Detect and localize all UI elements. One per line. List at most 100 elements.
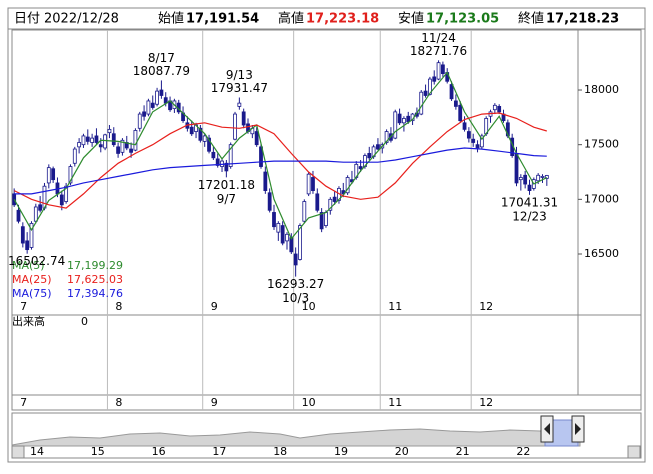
- candle-body: [423, 90, 428, 96]
- candle-body: [16, 209, 21, 222]
- candle-body: [440, 64, 445, 75]
- candle-body: [198, 127, 203, 141]
- candle-body: [159, 89, 164, 96]
- candle-body: [497, 106, 502, 113]
- handle-arrow: [544, 423, 550, 435]
- candle-body: [492, 104, 497, 111]
- x-tick-label: 12: [479, 300, 493, 313]
- candle-body: [311, 177, 315, 191]
- header-label: 日付: [14, 12, 40, 27]
- candle-body: [77, 142, 82, 148]
- candle-body: [72, 148, 77, 164]
- candle-body: [376, 144, 380, 150]
- candle-body: [33, 206, 38, 222]
- candle-body: [111, 133, 116, 146]
- candle-body: [406, 115, 411, 123]
- ma-line: [14, 147, 547, 195]
- candle-body: [306, 173, 311, 195]
- candle-body: [85, 136, 90, 142]
- candle-body: [211, 151, 216, 159]
- candle-body: [289, 237, 294, 253]
- navigator-label: 22: [516, 445, 530, 458]
- candle-body: [29, 222, 34, 248]
- navigator-label: 15: [91, 445, 105, 458]
- candle-body: [150, 102, 155, 108]
- candle-body: [263, 171, 268, 191]
- candle-body: [449, 84, 454, 100]
- candle-body: [544, 175, 549, 179]
- candle-body: [116, 146, 120, 154]
- x-tick-label: 11: [388, 300, 402, 313]
- legend-name: MA(75): [12, 287, 52, 300]
- candle-body: [59, 194, 64, 206]
- candle-body: [241, 111, 246, 126]
- candle-body: [462, 122, 467, 130]
- annotation-value: 18087.79: [133, 64, 190, 78]
- candle-body: [129, 148, 133, 153]
- ma-line: [13, 112, 547, 209]
- candle-body: [98, 144, 103, 148]
- header-item-label: 終値: [518, 11, 544, 27]
- legend-value: 17,625.03: [67, 273, 123, 286]
- candle-body: [393, 111, 398, 139]
- candle-body: [540, 175, 545, 178]
- ma-line: [13, 71, 548, 240]
- x-tick-label: 10: [302, 396, 316, 409]
- y-tick-label: 17500: [584, 138, 619, 151]
- candle-body: [228, 144, 233, 167]
- annotation-date: 9/7: [217, 192, 236, 206]
- candle-body: [20, 226, 25, 244]
- header-item-value: 17,191.54: [186, 12, 259, 27]
- header-item-label: 安値: [398, 11, 424, 27]
- candle-body: [328, 198, 333, 211]
- bottom-axis: [11, 394, 642, 411]
- candle-body: [233, 113, 237, 140]
- navigator-label: 16: [152, 445, 166, 458]
- candle-body: [46, 167, 51, 184]
- x-tick-label: 10: [302, 300, 316, 313]
- candle-body: [332, 196, 337, 202]
- header-date: 2022/12/28: [44, 12, 119, 27]
- candle-body: [133, 130, 138, 151]
- scroll-button[interactable]: [11, 445, 25, 459]
- candle-body: [259, 146, 263, 167]
- candle-body: [324, 212, 328, 226]
- navigator-label: 20: [395, 445, 409, 458]
- y-tick-label: 18000: [584, 83, 619, 96]
- candle-body: [453, 100, 458, 107]
- header-item-value: 17,223.18: [306, 12, 379, 27]
- x-tick-label: 12: [479, 396, 493, 409]
- candle-body: [536, 174, 541, 182]
- candle-body: [475, 144, 480, 149]
- handle-arrow: [575, 423, 581, 435]
- candle-body: [280, 225, 285, 244]
- header-item-value: 17,123.05: [426, 12, 499, 27]
- legend-name: MA(5): [12, 259, 45, 272]
- candle-body: [419, 91, 424, 115]
- navigator-label: 14: [30, 445, 44, 458]
- scroll-button[interactable]: [627, 445, 641, 459]
- candle-body: [146, 100, 151, 115]
- annotation-value: 17201.18: [198, 178, 255, 192]
- candle-body: [38, 204, 43, 211]
- candle-body: [319, 212, 324, 230]
- annotation-date: 9/13: [226, 68, 253, 82]
- candle-body: [267, 192, 272, 211]
- candle-body: [68, 166, 73, 184]
- header-item-value: 17,218.23: [546, 12, 619, 27]
- candle-body: [479, 135, 484, 148]
- annotation-date: 10/3: [282, 291, 309, 305]
- x-tick-label: 9: [211, 300, 218, 313]
- candle-body: [155, 90, 159, 105]
- candle-body: [94, 135, 99, 143]
- annotation-date: 8/17: [148, 51, 175, 65]
- candle-body: [215, 158, 220, 166]
- candle-body: [142, 111, 146, 117]
- candle-body: [302, 201, 307, 222]
- navigator-label: 19: [334, 445, 348, 458]
- header-item-label: 高値: [278, 11, 304, 27]
- candle-body: [224, 162, 229, 172]
- annotation-value: 17041.31: [501, 195, 558, 209]
- x-tick-label: 7: [20, 396, 27, 409]
- x-tick-label: 11: [388, 396, 402, 409]
